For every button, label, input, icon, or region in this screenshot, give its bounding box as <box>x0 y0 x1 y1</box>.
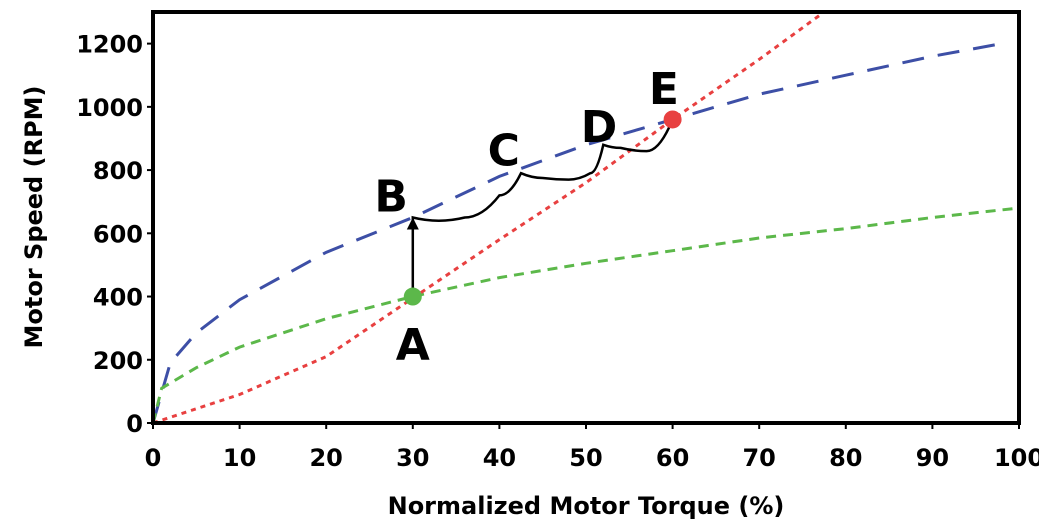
series-line-2 <box>155 206 1017 421</box>
x-tick-label: 20 <box>309 444 342 472</box>
x-tick-label: 70 <box>742 444 775 472</box>
annotation-c: C <box>488 126 520 177</box>
x-tick-label: 10 <box>223 444 256 472</box>
point-e-marker <box>663 110 682 129</box>
operating-path-arrowhead <box>406 217 419 230</box>
series-layer <box>155 14 1017 421</box>
x-tick-label: 60 <box>656 444 689 472</box>
y-tick-label: 600 <box>93 220 143 248</box>
annotation-b: B <box>374 171 408 222</box>
y-tick-label: 0 <box>126 410 143 438</box>
y-axis-ticks: 0 200 400 600 800 1000 1200 <box>76 31 153 438</box>
x-tick-label: 100 <box>994 444 1039 472</box>
x-axis-title: Normalized Motor Torque (%) <box>388 492 785 520</box>
annotation-e: E <box>649 64 679 115</box>
y-tick-label: 400 <box>93 284 143 312</box>
operating-path-layer <box>406 119 674 297</box>
y-tick-label: 200 <box>93 347 143 375</box>
y-axis-title: Motor Speed (RPM) <box>20 86 48 349</box>
series-line-1 <box>155 42 1002 421</box>
plot-frame <box>151 10 1021 425</box>
point-a-marker <box>403 287 422 306</box>
y-tick-label: 1200 <box>76 31 143 59</box>
x-tick-label: 40 <box>483 444 516 472</box>
series-line-3 <box>155 14 824 421</box>
y-tick-label: 1000 <box>76 94 143 122</box>
annotation-d: D <box>581 102 618 153</box>
x-tick-label: 50 <box>569 444 602 472</box>
annotation-layer: A B C DE <box>374 64 679 371</box>
annotation-a: A <box>396 320 430 371</box>
operating-path <box>411 119 674 297</box>
x-tick-label: 30 <box>396 444 429 472</box>
x-tick-label: 90 <box>916 444 949 472</box>
y-tick-label: 800 <box>93 157 143 185</box>
points-layer <box>403 110 682 306</box>
x-tick-label: 0 <box>145 444 162 472</box>
x-tick-label: 80 <box>829 444 862 472</box>
x-axis-ticks: 0 10 20 30 40 50 60 70 80 90 100 <box>145 423 1039 472</box>
